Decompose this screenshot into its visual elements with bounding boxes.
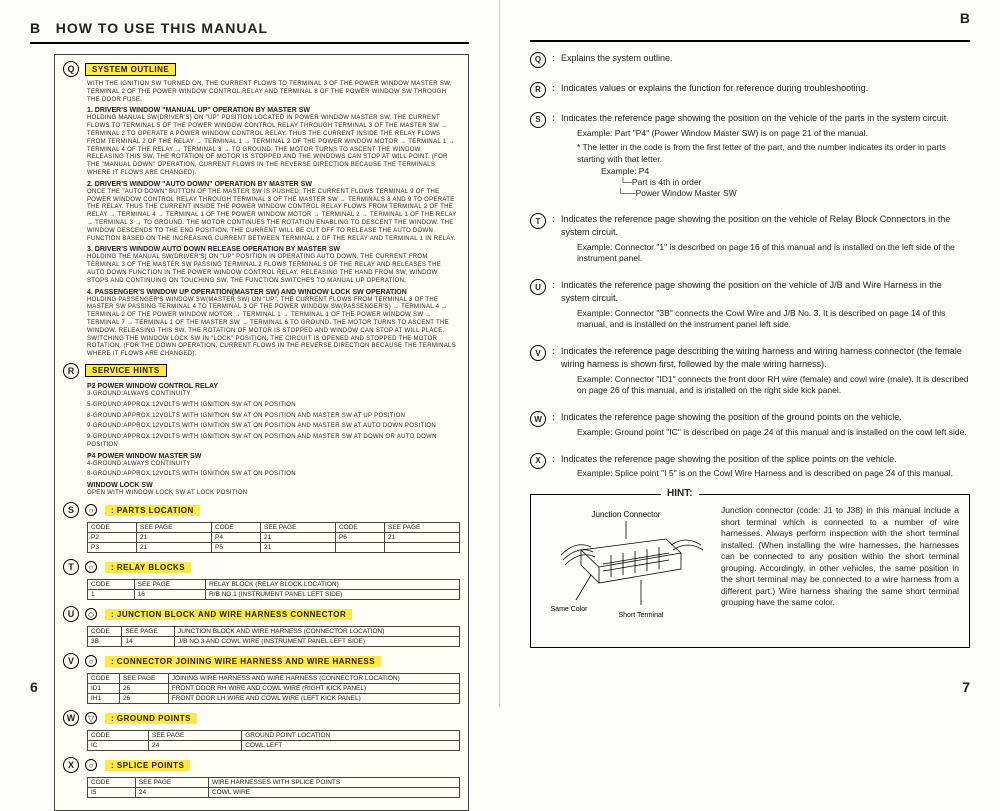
right-items-list: Q:Explains the system outline. R:Indicate… — [530, 52, 970, 480]
hints-h3: WINDOW LOCK SW — [87, 482, 460, 489]
circle-icon: ○ — [85, 759, 97, 771]
circle-icon: ○ — [85, 655, 97, 667]
marker-t: T — [530, 213, 546, 229]
hints-l7: 8-GROUND:APPROX.12VOLTS WITH IGNITION SW… — [87, 471, 460, 479]
explanation-item: X:Indicates the reference page showing t… — [530, 453, 970, 480]
outline-h2: 2. DRIVER'S WINDOW "AUTO DOWN" OPERATION… — [87, 181, 460, 188]
connector-label: : CONNECTOR JOINING WIRE HARNESS AND WIR… — [105, 656, 381, 667]
explanation-body: Explains the system outline. — [561, 52, 970, 68]
marker-x: X — [63, 757, 79, 773]
outline-h4: 4. PASSENGER'S WINDOW UP OPERATION(MASTE… — [87, 289, 460, 296]
explanation-item: W:Indicates the reference page showing t… — [530, 411, 970, 438]
outline-p3: HOLDING THE MANUAL SW(DRIVER'S) ON "UP" … — [87, 254, 460, 285]
explanation-item: V:Indicates the reference page describin… — [530, 345, 970, 397]
marker-s: S — [63, 502, 79, 518]
outline-h3: 3. DRIVER'S WINDOW AUTO DOWN RELEASE OPE… — [87, 246, 460, 253]
marker-u: U — [63, 606, 79, 622]
marker-w: W — [63, 710, 79, 726]
outline-p2: ONCE THE "AUTO DOWN" BUTTON OF THE MASTE… — [87, 189, 460, 244]
hints-l6: 4-GROUND:ALWAYS CONTINUITY — [87, 461, 460, 469]
explanation-item: S:Indicates the reference page showing t… — [530, 112, 970, 199]
page-number-right: 7 — [962, 679, 970, 695]
circle-icon: ○ — [85, 561, 97, 573]
marker-q: Q — [530, 52, 546, 68]
hints-h1: P2 POWER WINDOW CONTROL RELAY — [87, 383, 460, 390]
outline-h1: 1. DRIVER'S WINDOW "MANUAL UP" OPERATION… — [87, 107, 460, 114]
hints-l4: 9-GROUND:APPROX.12VOLTS WITH IGNITION SW… — [87, 423, 460, 431]
outline-intro: WITH THE IGNITION SW TURNED ON, THE CURR… — [87, 81, 460, 104]
title-rule-right — [530, 40, 970, 42]
hint-text: Junction connector (code: J1 to J38) in … — [721, 505, 959, 637]
hints-l8: OPEN WITH WINDOW LOCK SW AT LOCK POSITIO… — [87, 490, 460, 498]
marker-t: T — [63, 559, 79, 575]
explanation-item: U:Indicates the reference page showing t… — [530, 279, 970, 331]
hints-l5: 9-GROUND:APPROX.12VOLTS WITH IGNITION SW… — [87, 434, 460, 450]
marker-v: V — [530, 345, 546, 361]
explanation-body: Indicates the reference page showing the… — [561, 279, 970, 331]
connector-diagram: Junction Connector Same — [541, 505, 711, 637]
relay-blocks-label: : RELAY BLOCKS — [105, 562, 191, 573]
splice-table: CODESEE PAGEWIRE HARNESSES WITH SPLICE P… — [87, 777, 460, 798]
hints-l3: 8-GROUND:APPROX.12VOLTS WITH IGNITION SW… — [87, 413, 460, 421]
marker-r: R — [63, 363, 79, 379]
ground-table: CODESEE PAGEGROUND POINT LOCATIONIC24COW… — [87, 730, 460, 751]
circle-icon: ○ — [85, 504, 97, 516]
hint-label: HINT: — [661, 488, 699, 499]
page-right: B Q:Explains the system outline. R:Indica… — [500, 0, 1000, 707]
relay-blocks-table: CODESEE PAGERELAY BLOCK (RELAY BLOCK LOC… — [87, 579, 460, 600]
jc-label: Junction Connector — [592, 510, 661, 519]
junction-label: : JUNCTION BLOCK AND WIRE HARNESS CONNEC… — [105, 609, 352, 620]
diamond-icon: ◇ — [85, 608, 97, 620]
hints-l2: 5-GROUND:APPROX.12VOLTS WITH IGNITION SW… — [87, 402, 460, 410]
explanation-item: Q:Explains the system outline. — [530, 52, 970, 68]
outline-p4: HOLDING PASSENGER'S WINDOW SW(MASTER SW)… — [87, 297, 460, 359]
splice-label: : SPLICE POINTS — [105, 760, 190, 771]
section-letter-right: B — [960, 10, 970, 26]
marker-x: X — [530, 453, 546, 469]
connector-table: CODESEE PAGEJOINING WIRE HARNESS AND WIR… — [87, 673, 460, 704]
parts-location-label: : PARTS LOCATION — [105, 505, 200, 516]
explanation-body: Indicates the reference page describing … — [561, 345, 970, 397]
example-box: Q SYSTEM OUTLINE WITH THE IGNITION SW TU… — [54, 54, 469, 811]
page-left: B HOW TO USE THIS MANUAL Q SYSTEM OUTLIN… — [0, 0, 500, 707]
system-outline-label: SYSTEM OUTLINE — [85, 63, 176, 76]
page-number-left: 6 — [30, 679, 38, 695]
triangle-icon: ▽ — [85, 712, 97, 724]
explanation-body: Indicates the reference page showing the… — [561, 411, 970, 438]
hints-h2: P4 POWER WINDOW MASTER SW — [87, 453, 460, 460]
explanation-body: Indicates the reference page showing the… — [561, 453, 970, 480]
explanation-item: T:Indicates the reference page showing t… — [530, 213, 970, 265]
explanation-item: R:Indicates values or explains the funct… — [530, 82, 970, 98]
hint-box: HINT: Junction Connector — [530, 494, 970, 648]
marker-s: S — [530, 112, 546, 128]
sc-label: Same Color — [551, 606, 589, 613]
marker-r: R — [530, 82, 546, 98]
service-hints-label: SERVICE HINTS — [85, 364, 167, 377]
ground-label: : GROUND POINTS — [105, 713, 197, 724]
marker-w: W — [530, 411, 546, 427]
hints-l1: 3-GROUND:ALWAYS CONTINUITY — [87, 391, 460, 399]
page-title: B HOW TO USE THIS MANUAL — [30, 20, 469, 36]
marker-u: U — [530, 279, 546, 295]
explanation-body: Indicates values or explains the functio… — [561, 82, 970, 98]
section-letter: B — [30, 20, 41, 36]
st-label: Short Terminal — [618, 612, 663, 619]
outline-p1: HOLDING MANUAL SW(DRIVER'S) ON "UP" POSI… — [87, 115, 460, 177]
explanation-body: Indicates the reference page showing the… — [561, 213, 970, 265]
title-text: HOW TO USE THIS MANUAL — [56, 20, 268, 36]
junction-table: CODESEE PAGEJUNCTION BLOCK AND WIRE HARN… — [87, 626, 460, 647]
marker-v: V — [63, 653, 79, 669]
title-rule — [30, 42, 469, 44]
explanation-body: Indicates the reference page showing the… — [561, 112, 970, 199]
parts-location-table: CODESEE PAGECODESEE PAGECODESEE PAGEP221… — [87, 522, 460, 553]
marker-q: Q — [63, 61, 79, 77]
